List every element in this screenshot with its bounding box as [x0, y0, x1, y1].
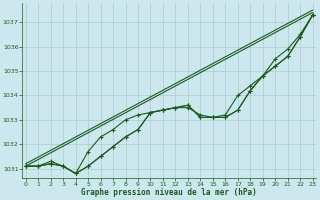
X-axis label: Graphe pression niveau de la mer (hPa): Graphe pression niveau de la mer (hPa) [81, 188, 257, 197]
